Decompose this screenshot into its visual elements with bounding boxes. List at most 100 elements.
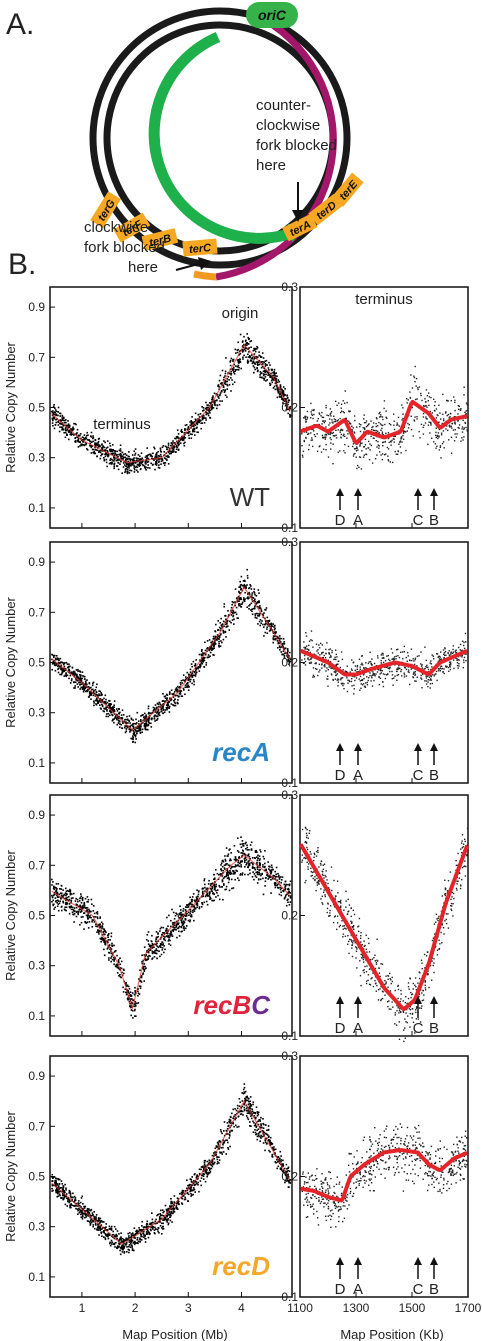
data-point	[176, 446, 178, 449]
data-point	[383, 400, 386, 402]
data-point	[260, 609, 263, 611]
data-point	[162, 926, 165, 929]
data-point	[252, 349, 255, 352]
data-point	[103, 940, 105, 942]
data-point	[138, 993, 141, 995]
data-point	[178, 440, 181, 443]
data-point	[68, 438, 70, 441]
data-point	[420, 663, 422, 665]
data-point	[225, 874, 228, 877]
data-point	[65, 421, 67, 424]
data-point	[209, 416, 211, 419]
data-point	[137, 726, 140, 728]
data-point	[256, 856, 258, 858]
data-point	[143, 963, 146, 965]
data-point	[142, 722, 144, 724]
data-point	[133, 1009, 136, 1012]
data-point	[263, 626, 265, 628]
data-point	[414, 659, 416, 661]
data-point	[162, 712, 165, 715]
data-point	[241, 601, 244, 604]
data-point	[168, 447, 171, 450]
data-point	[174, 694, 177, 697]
data-point	[270, 623, 273, 626]
data-point	[206, 640, 209, 642]
data-point	[456, 659, 458, 661]
data-point	[194, 424, 197, 426]
data-point	[325, 443, 327, 446]
data-point	[208, 879, 210, 882]
data-point	[200, 422, 202, 425]
data-point	[277, 388, 279, 391]
data-point	[460, 440, 462, 442]
data-point	[367, 447, 369, 449]
data-point	[422, 412, 425, 415]
y-tick-label: 0.1	[281, 776, 298, 790]
data-point	[71, 906, 74, 909]
data-point	[262, 855, 265, 858]
data-point	[446, 665, 448, 668]
data-point	[142, 972, 145, 974]
data-point	[198, 653, 201, 656]
data-point	[221, 369, 224, 372]
data-point	[272, 868, 274, 871]
data-point	[139, 461, 141, 464]
data-point	[365, 420, 368, 422]
data-point	[146, 934, 149, 936]
data-point	[443, 654, 446, 657]
data-point	[323, 420, 325, 422]
data-point	[111, 708, 114, 711]
data-point	[99, 457, 102, 460]
data-point	[442, 413, 444, 416]
data-point	[145, 954, 147, 957]
data-point	[263, 857, 265, 860]
data-point	[224, 375, 226, 377]
data-point	[398, 425, 401, 427]
data-point	[117, 967, 120, 970]
data-point	[305, 632, 307, 634]
data-point	[105, 458, 108, 461]
data-point	[81, 443, 83, 446]
data-point	[344, 435, 346, 437]
data-point	[278, 635, 281, 637]
data-point	[269, 866, 271, 868]
data-point	[377, 668, 380, 670]
data-point	[126, 472, 129, 475]
data-point	[279, 384, 282, 386]
data-point	[86, 690, 89, 693]
data-point	[160, 953, 163, 956]
data-point	[100, 454, 102, 457]
data-point	[179, 685, 181, 688]
data-point	[156, 715, 159, 718]
data-point	[384, 454, 386, 456]
data-point	[205, 888, 208, 890]
data-point	[62, 427, 64, 430]
data-point	[324, 434, 326, 436]
data-point	[131, 1009, 134, 1012]
data-point	[250, 357, 253, 360]
data-point	[186, 686, 188, 688]
data-point	[381, 670, 383, 672]
data-point	[100, 444, 103, 446]
data-point	[224, 860, 227, 862]
data-point	[222, 389, 225, 391]
site-letter: B	[429, 512, 439, 529]
data-point	[289, 658, 292, 661]
data-point	[304, 646, 307, 648]
data-point	[218, 642, 220, 645]
data-point	[274, 627, 276, 630]
data-point	[362, 664, 364, 666]
data-point	[363, 454, 365, 456]
data-point	[414, 365, 416, 368]
data-point	[242, 598, 245, 601]
data-point	[183, 925, 185, 928]
data-point	[74, 687, 76, 689]
data-point	[226, 863, 228, 865]
data-point	[224, 370, 227, 373]
data-point	[140, 715, 142, 717]
data-point	[127, 469, 129, 471]
data-point	[263, 379, 265, 381]
y-tick-label: 0.9	[28, 300, 45, 314]
data-point	[53, 427, 56, 430]
data-point	[117, 717, 120, 720]
